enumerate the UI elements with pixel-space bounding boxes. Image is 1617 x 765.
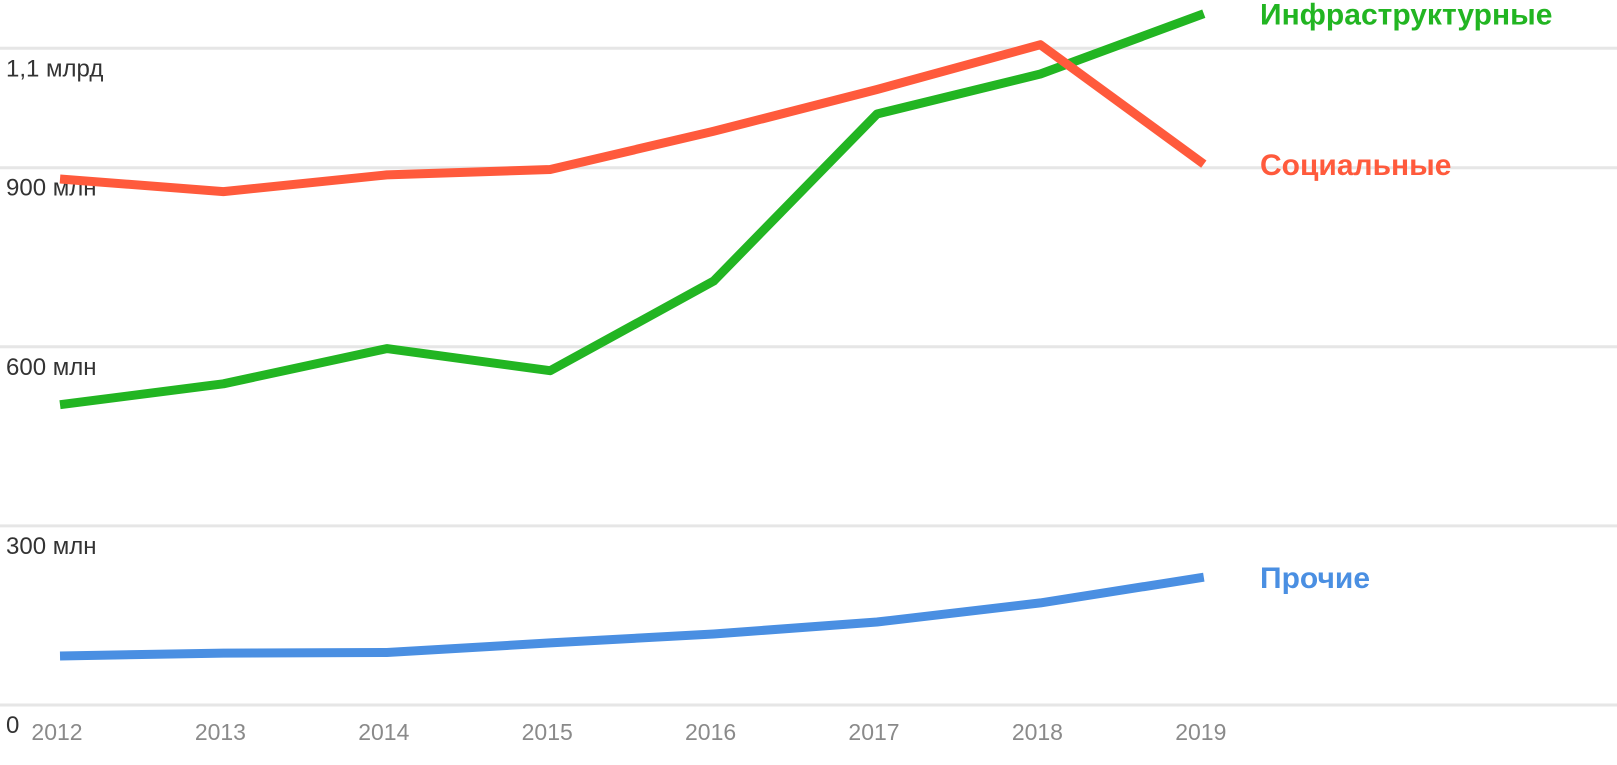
x-tick-label: 2019 bbox=[1175, 719, 1226, 745]
x-tick-label: 2014 bbox=[358, 719, 409, 745]
series-label-1: Социальные bbox=[1260, 149, 1451, 182]
x-tick-label: 2015 bbox=[522, 719, 573, 745]
y-tick-label: 600 млн bbox=[6, 354, 96, 381]
y-tick-label: 1,1 млрд bbox=[6, 55, 103, 82]
y-tick-label: 300 млн bbox=[6, 533, 96, 560]
x-tick-label: 2016 bbox=[685, 719, 736, 745]
gridlines bbox=[0, 46, 1617, 707]
x-axis-tick-labels: 2012 2013 2014 2015 2016 2017 2018 2019 bbox=[31, 719, 1226, 745]
series-label-2: Прочие bbox=[1260, 562, 1370, 595]
series-labels: Инфраструктурные Социальные Прочие bbox=[1260, 0, 1552, 595]
x-tick-label: 2018 bbox=[1012, 719, 1063, 745]
series-line-1 bbox=[59, 40, 1207, 197]
y-tick-label: 0 bbox=[6, 712, 19, 739]
series-label-0: Инфраструктурные bbox=[1260, 0, 1552, 32]
x-tick-label: 2013 bbox=[195, 719, 246, 745]
x-tick-label: 2017 bbox=[848, 719, 899, 745]
series-lines bbox=[59, 9, 1207, 661]
x-tick-label: 2012 bbox=[31, 719, 82, 745]
series-line-0 bbox=[59, 9, 1206, 410]
series-line-2 bbox=[59, 572, 1205, 661]
